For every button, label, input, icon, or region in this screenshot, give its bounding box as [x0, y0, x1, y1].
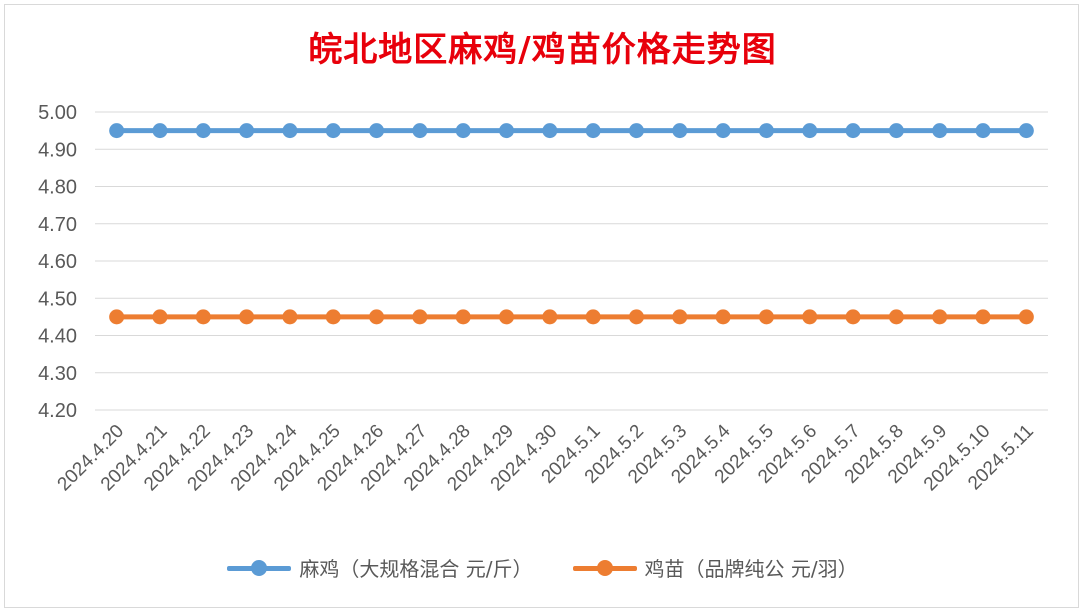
data-point — [802, 309, 818, 325]
y-tick-label: 5.00 — [38, 102, 77, 124]
data-point — [932, 123, 948, 139]
data-point — [239, 309, 255, 325]
data-point — [672, 123, 688, 139]
data-point — [239, 123, 255, 139]
data-point — [628, 309, 644, 325]
data-point — [455, 309, 471, 325]
data-point — [1018, 309, 1034, 325]
data-point — [455, 123, 471, 139]
y-tick-label: 4.20 — [38, 400, 77, 422]
data-point — [932, 309, 948, 325]
y-tick-label: 4.90 — [38, 139, 77, 161]
legend-label-machicken: 麻鸡（大规格混合 元/斤） — [299, 557, 533, 581]
gridlines — [95, 111, 1048, 411]
data-point — [109, 309, 125, 325]
legend-item-chick: 鸡苗（品牌纯公 元/羽） — [572, 553, 858, 582]
data-point — [325, 123, 341, 139]
chart-title: 皖北地区麻鸡/鸡苗价格走势图 — [308, 30, 777, 70]
data-point — [758, 309, 774, 325]
data-point — [325, 309, 341, 325]
legend-swatch-chick — [572, 558, 637, 578]
data-point — [109, 123, 125, 139]
legend-swatch-machicken — [227, 558, 292, 578]
y-tick-label: 4.50 — [38, 288, 77, 310]
data-point — [975, 123, 991, 139]
data-point — [369, 123, 385, 139]
data-point — [195, 123, 211, 139]
data-point — [975, 309, 991, 325]
data-point — [888, 309, 904, 325]
data-point — [802, 123, 818, 139]
y-tick-label: 4.40 — [38, 326, 77, 348]
data-point — [628, 123, 644, 139]
data-point — [369, 309, 385, 325]
y-tick-label: 4.30 — [38, 363, 77, 385]
y-axis-ticks: 4.20 4.30 4.40 4.50 4.60 4.70 4.80 4.90 5.00 — [38, 102, 77, 422]
data-point — [715, 123, 731, 139]
data-point — [585, 123, 601, 139]
x-axis-ticks: 2024.4.202024.4.212024.4.222024.4.232024… — [54, 420, 1038, 495]
legend-item-machicken: 麻鸡（大规格混合 元/斤） — [227, 553, 533, 582]
data-point — [282, 309, 298, 325]
data-point — [412, 309, 428, 325]
data-point — [715, 309, 731, 325]
data-point — [499, 309, 515, 325]
data-point — [282, 123, 298, 139]
data-point — [195, 309, 211, 325]
data-point — [585, 309, 601, 325]
series-layer — [109, 123, 1034, 325]
y-tick-label: 4.70 — [38, 214, 77, 236]
data-point — [888, 123, 904, 139]
data-point — [758, 123, 774, 139]
data-point — [672, 309, 688, 325]
data-point — [845, 123, 861, 139]
data-point — [1018, 123, 1034, 139]
data-point — [542, 309, 558, 325]
data-point — [845, 309, 861, 325]
data-point — [412, 123, 428, 139]
chart-frame — [4, 4, 1079, 608]
data-point — [152, 309, 168, 325]
data-point — [152, 123, 168, 139]
y-tick-label: 4.80 — [38, 177, 77, 199]
y-tick-label: 4.60 — [38, 251, 77, 273]
data-point — [542, 123, 558, 139]
data-point — [499, 123, 515, 139]
legend-label-chick: 鸡苗（品牌纯公 元/羽） — [644, 557, 858, 581]
legend: 麻鸡（大规格混合 元/斤） 鸡苗（品牌纯公 元/羽） — [0, 553, 1085, 582]
